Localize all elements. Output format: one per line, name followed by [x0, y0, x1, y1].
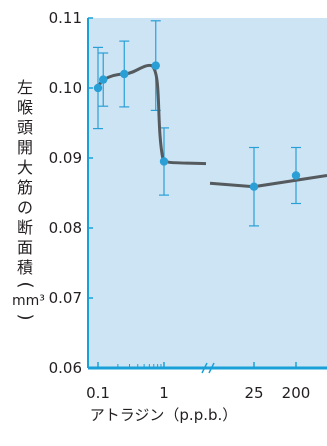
data-point-4 [159, 157, 169, 166]
y-tick-label-5: 0.06 [49, 359, 82, 377]
axis-break-slash-2 [208, 362, 215, 374]
data-point-2 [120, 69, 129, 79]
y-tick-label-0: 0.11 [49, 9, 82, 27]
data-point-6 [291, 171, 301, 180]
x-tick-label-1: 1 [159, 384, 169, 402]
x-tick-label-2: 25 [244, 384, 263, 402]
axis-break-slash-1 [201, 362, 208, 374]
y-axis-unit-paren-close: ) [15, 313, 36, 321]
y-tick-label-4: 0.07 [49, 289, 82, 307]
data-point-0 [93, 83, 103, 93]
y-axis-title: 左喉頭開大筋の断面積 ( mm³ ) [12, 78, 45, 324]
y-tick-label-2: 0.09 [49, 149, 82, 167]
y-axis-unit-paren-open: ( [15, 281, 36, 289]
x-tick-label-0: 0.1 [86, 384, 110, 402]
data-point-3 [151, 61, 160, 70]
data-point-1 [99, 75, 108, 84]
data-point-5 [249, 182, 259, 191]
y-tick-label-1: 0.10 [49, 79, 82, 97]
y-tick-label-3: 0.08 [49, 219, 82, 237]
y-axis-label: 左喉頭開大筋の断面積 [16, 78, 33, 277]
y-axis-unit: mm³ [12, 293, 45, 309]
x-axis-title: アトラジン（p.p.b.） [89, 406, 238, 424]
plot-background [88, 18, 327, 368]
x-tick-label-3: 200 [282, 384, 311, 402]
